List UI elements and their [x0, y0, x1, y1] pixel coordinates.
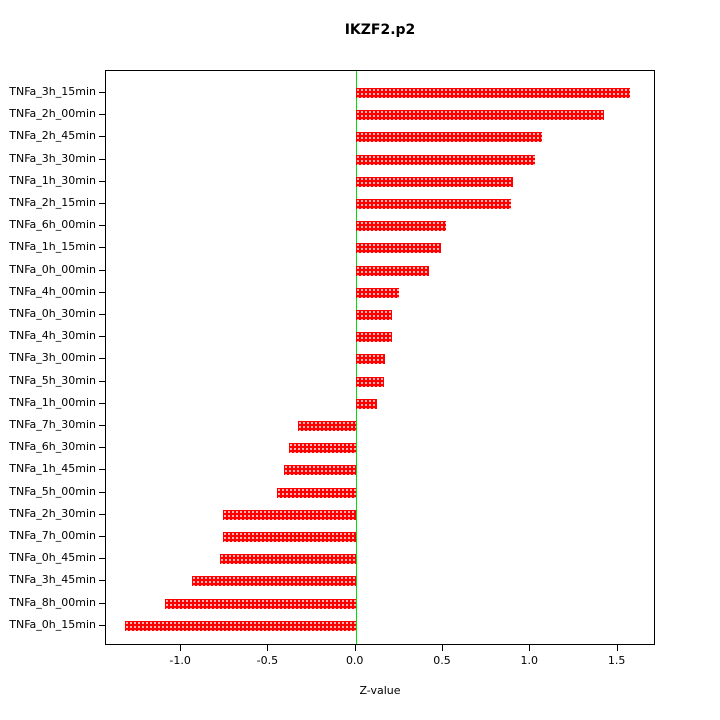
y-axis-label: TNFa_4h_00min — [9, 284, 96, 298]
bar — [355, 287, 400, 298]
y-axis-tick — [99, 291, 105, 293]
x-axis-label: Z-value — [359, 684, 401, 697]
y-axis-tick — [99, 336, 105, 338]
bar — [355, 176, 513, 187]
x-axis-tick — [267, 645, 269, 651]
bar — [355, 199, 512, 209]
x-axis-tick — [529, 645, 531, 651]
bar — [223, 509, 356, 520]
y-axis-tick — [99, 447, 105, 449]
y-axis-label: TNFa_7h_00min — [9, 529, 96, 542]
bar — [355, 243, 442, 254]
y-axis-label: TNFa_3h_15min — [9, 85, 96, 98]
bar — [219, 554, 356, 565]
y-axis-tick — [99, 225, 105, 227]
bar — [223, 532, 356, 542]
y-axis-tick — [99, 491, 105, 493]
y-axis-label: TNFa_3h_30min — [9, 151, 96, 165]
y-axis-tick — [99, 136, 105, 138]
y-axis-label: TNFa_1h_45min — [9, 462, 96, 476]
y-axis-label: TNFa_3h_45min — [9, 573, 96, 587]
x-axis-tick — [616, 645, 618, 651]
bar — [284, 465, 356, 476]
y-axis-tick — [99, 558, 105, 560]
x-tick-label: -0.5 — [256, 654, 279, 667]
bar — [165, 598, 356, 609]
bar — [298, 421, 356, 431]
bar — [125, 620, 356, 631]
y-axis-label: TNFa_8h_00min — [9, 595, 96, 609]
y-axis-tick — [99, 269, 105, 271]
y-axis-tick — [99, 425, 105, 426]
y-axis-label: TNFa_1h_15min — [9, 240, 96, 254]
y-axis-label: TNFa_5h_00min — [9, 484, 96, 498]
x-tick-label: -1.0 — [169, 654, 191, 667]
y-axis-label: TNFa_1h_30min — [9, 173, 96, 187]
bar — [355, 132, 543, 143]
x-tick-label: 1.5 — [607, 654, 626, 667]
y-axis-tick — [99, 247, 105, 249]
bar — [355, 398, 377, 409]
y-axis-label: TNFa_2h_45min — [9, 129, 96, 143]
y-axis-label: TNFa_7h_30min — [9, 418, 96, 431]
y-axis-label: TNFa_6h_00min — [9, 218, 96, 232]
bar — [289, 443, 356, 454]
bar — [355, 88, 630, 98]
y-axis-tick — [99, 358, 105, 360]
y-axis-tick — [99, 602, 105, 604]
y-axis-tick — [99, 580, 105, 582]
y-axis-tick — [99, 536, 105, 537]
y-axis-label: TNFa_1h_00min — [9, 395, 96, 409]
x-tick-label: 0.0 — [345, 654, 364, 667]
bar — [355, 265, 429, 276]
y-axis-tick — [99, 114, 105, 116]
x-tick-label: 1.0 — [520, 654, 539, 667]
plot-area — [105, 70, 655, 645]
y-axis-tick — [99, 469, 105, 471]
y-axis-tick — [99, 402, 105, 404]
y-axis-label: TNFa_2h_00min — [9, 107, 96, 121]
x-axis-tick — [442, 645, 443, 651]
y-axis-label: TNFa_6h_30min — [9, 440, 96, 454]
x-tick-label: 0.5 — [433, 654, 451, 667]
x-axis-tick — [354, 645, 356, 651]
bar — [355, 376, 384, 387]
y-axis-label: TNFa_2h_15min — [9, 196, 96, 209]
bar — [355, 221, 447, 232]
bar — [191, 576, 356, 587]
y-axis-label: TNFa_2h_30min — [9, 506, 96, 520]
bar — [277, 487, 356, 498]
y-axis-tick — [99, 513, 105, 515]
y-axis-label: TNFa_0h_00min — [9, 262, 96, 276]
bar — [355, 154, 536, 165]
chart-title: IKZF2.p2 — [344, 22, 416, 38]
bar — [355, 332, 393, 343]
y-axis-tick — [99, 314, 105, 315]
y-axis-label: TNFa_0h_30min — [9, 307, 96, 320]
y-axis-label: TNFa_4h_30min — [9, 329, 96, 343]
y-axis-tick — [99, 92, 105, 93]
x-axis-tick — [180, 645, 182, 651]
y-axis-label: TNFa_0h_45min — [9, 551, 96, 565]
y-axis-label: TNFa_0h_15min — [9, 617, 96, 631]
y-axis-label: TNFa_3h_00min — [9, 351, 96, 365]
bar — [355, 354, 386, 365]
y-axis-label: TNFa_5h_30min — [9, 373, 96, 387]
bar — [355, 110, 604, 121]
y-axis-tick — [99, 158, 105, 160]
y-axis-tick — [99, 180, 105, 182]
y-axis-tick — [99, 380, 105, 382]
y-axis-tick — [99, 624, 105, 626]
bar — [355, 310, 393, 320]
y-axis-tick — [99, 203, 105, 204]
